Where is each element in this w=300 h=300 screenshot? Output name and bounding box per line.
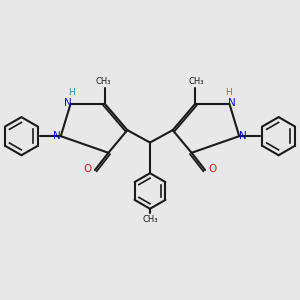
- Text: N: N: [64, 98, 72, 108]
- Text: O: O: [208, 164, 217, 174]
- Text: CH₃: CH₃: [142, 215, 158, 224]
- Text: O: O: [83, 164, 92, 174]
- Text: N: N: [53, 130, 61, 140]
- Text: CH₃: CH₃: [189, 77, 204, 86]
- Text: N: N: [228, 98, 236, 108]
- Text: N: N: [239, 130, 247, 140]
- Text: H: H: [225, 88, 232, 97]
- Text: CH₃: CH₃: [96, 77, 111, 86]
- Text: H: H: [68, 88, 75, 97]
